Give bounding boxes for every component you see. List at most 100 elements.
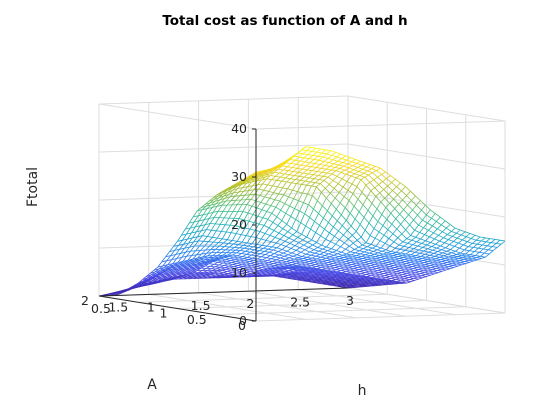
mesh-line <box>362 204 369 211</box>
mesh-line <box>414 278 419 281</box>
mesh-line <box>482 244 488 247</box>
a-tick-label: 0.5 <box>187 312 207 327</box>
mesh-line <box>391 218 397 225</box>
mesh-line <box>229 243 234 248</box>
mesh-line <box>437 251 443 254</box>
mesh-line <box>230 247 235 251</box>
mesh-line <box>241 253 247 255</box>
mesh-line <box>364 176 371 183</box>
mesh-line <box>250 230 256 237</box>
mesh-line <box>432 249 438 252</box>
mesh-line <box>263 248 269 250</box>
mesh-line <box>352 231 357 236</box>
mesh-line <box>265 254 271 256</box>
mesh-line <box>376 208 383 215</box>
mesh-line <box>194 220 200 223</box>
mesh-line <box>405 250 411 255</box>
mesh-line <box>427 246 432 250</box>
mesh-line <box>336 176 343 180</box>
mesh-line <box>403 209 409 216</box>
mesh-line <box>258 244 263 248</box>
mesh-line <box>229 195 235 198</box>
mesh-line <box>308 155 314 159</box>
mesh-line <box>406 195 412 201</box>
mesh-line <box>289 155 295 160</box>
mesh-line <box>357 167 363 170</box>
mesh-line <box>181 233 187 236</box>
mesh-line <box>258 188 264 191</box>
mesh-line <box>322 197 327 206</box>
mesh-line <box>321 188 326 193</box>
mesh-line <box>317 200 323 207</box>
mesh-line <box>408 209 413 216</box>
mesh-line <box>282 250 288 254</box>
mesh-line <box>318 282 324 285</box>
mesh-line <box>465 233 471 238</box>
mesh-line <box>238 241 243 246</box>
mesh-line <box>465 261 470 264</box>
mesh-line <box>285 159 291 164</box>
mesh-line <box>200 224 206 227</box>
mesh-line <box>237 184 242 189</box>
mesh-line <box>358 171 364 174</box>
mesh-line <box>296 164 302 169</box>
mesh-line <box>329 192 336 199</box>
mesh-line <box>390 212 397 219</box>
mesh-line <box>231 233 237 241</box>
mesh-line <box>368 174 374 181</box>
mesh-line <box>281 180 287 183</box>
mesh-line <box>275 200 281 208</box>
mesh-line <box>299 244 305 249</box>
mesh-line <box>339 202 346 208</box>
mesh-line <box>317 247 323 250</box>
mesh-line <box>166 255 172 261</box>
mesh-line <box>423 250 429 253</box>
mesh-line <box>189 241 194 248</box>
mesh-line <box>420 234 425 240</box>
mesh-line <box>213 261 219 265</box>
mesh-line <box>438 270 443 273</box>
mesh-line <box>337 178 343 184</box>
mesh-line <box>265 251 270 255</box>
mesh-line <box>336 153 341 158</box>
mesh-line <box>257 183 263 186</box>
mesh-line <box>390 175 396 180</box>
mesh-line <box>404 219 410 226</box>
mesh-line <box>316 167 322 172</box>
mesh-line <box>327 155 333 159</box>
mesh-line <box>396 224 402 230</box>
mesh-line <box>384 238 390 244</box>
mesh-line <box>302 169 308 174</box>
mesh-line <box>370 164 376 167</box>
mesh-line <box>435 240 440 245</box>
floor-grid-line <box>177 300 427 309</box>
mesh-line <box>374 231 380 239</box>
mesh-line <box>441 249 447 252</box>
mesh-line <box>315 179 320 184</box>
mesh-line <box>465 250 470 255</box>
mesh-line <box>363 172 369 176</box>
mesh-line <box>216 249 221 253</box>
mesh-line <box>233 240 238 245</box>
mesh-line <box>293 237 299 241</box>
mesh-line <box>331 173 338 177</box>
mesh-line <box>270 237 276 242</box>
mesh-line <box>336 214 342 222</box>
mesh-line <box>394 204 399 209</box>
mesh-line <box>366 166 372 170</box>
mesh-line <box>279 252 284 256</box>
mesh-line <box>359 224 366 231</box>
mesh-line <box>401 229 406 235</box>
mesh-line <box>379 189 384 194</box>
mesh-line <box>420 238 426 242</box>
mesh-line <box>285 246 292 249</box>
mesh-line <box>241 234 247 236</box>
mesh-line <box>309 208 314 218</box>
mesh-line <box>282 228 289 233</box>
mesh-line <box>415 236 421 240</box>
mesh-line <box>474 251 480 253</box>
mesh-line <box>291 182 297 184</box>
mesh-line <box>227 204 233 212</box>
mesh-line <box>184 246 190 249</box>
mesh-line <box>244 194 250 196</box>
